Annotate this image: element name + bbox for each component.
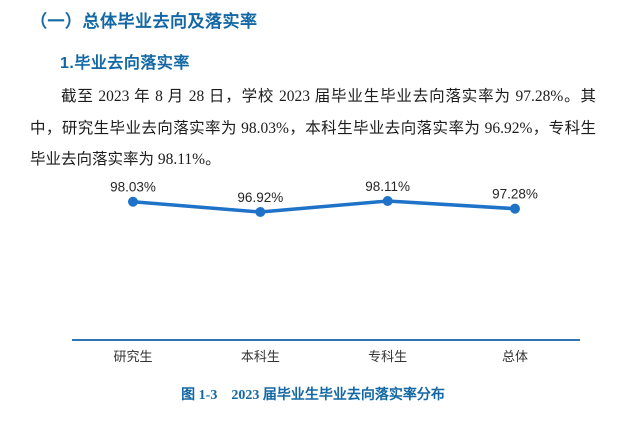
figure-caption-text: 2023 届毕业生毕业去向落实率分布 bbox=[231, 388, 445, 403]
figure-caption: 图 1-3 2023 届毕业生毕业去向落实率分布 bbox=[0, 384, 626, 404]
figure-caption-label: 图 1-3 bbox=[181, 388, 218, 403]
data-point-marker bbox=[509, 203, 520, 214]
body-paragraph: 截至 2023 年 8 月 28 日，学校 2023 届毕业生毕业去向落实率为 … bbox=[30, 88, 596, 168]
data-point-marker bbox=[255, 207, 266, 217]
x-axis-label: 专科生 bbox=[368, 349, 408, 364]
data-point-marker bbox=[128, 196, 138, 207]
data-label: 97.28% bbox=[492, 187, 538, 202]
subsection-heading: 1.毕业去向落实率 bbox=[60, 55, 190, 72]
data-label: 98.11% bbox=[365, 179, 410, 194]
trend-line bbox=[131, 199, 517, 214]
data-label: 96.92% bbox=[237, 190, 283, 205]
x-axis-label: 研究生 bbox=[113, 349, 153, 364]
data-point-marker bbox=[382, 196, 393, 207]
x-axis-label: 总体 bbox=[501, 349, 528, 364]
data-label: 98.03% bbox=[110, 180, 156, 195]
section-heading: （一）总体毕业去向及落实率 bbox=[30, 12, 258, 31]
x-axis-label: 本科生 bbox=[240, 349, 280, 364]
